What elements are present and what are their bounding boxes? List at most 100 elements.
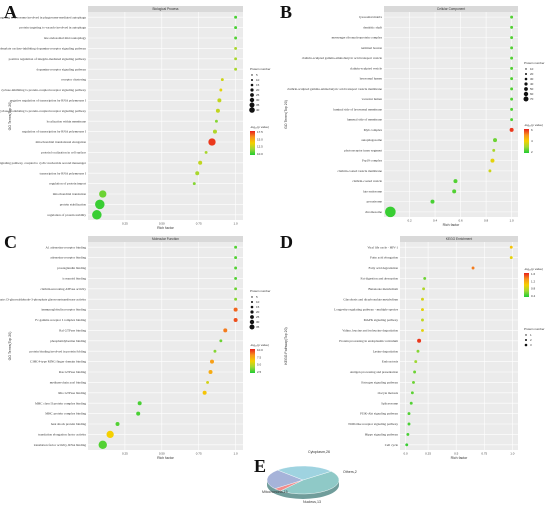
x-tick-label: 1.0 [234,222,239,226]
data-point [220,78,224,82]
category-label: clathrin-coated vesicle membrane [338,169,383,173]
x-tick-label: 0.50 [159,222,165,226]
size-legend-label: 60 [530,92,534,96]
data-point [219,339,223,343]
category-label: protein localization in cell surface [41,151,86,155]
panel-title: Cellular Component [437,7,465,11]
size-legend-dot [525,334,527,336]
data-point [510,77,514,81]
x-tick-label: 0.5 [454,452,459,456]
data-point [510,56,514,60]
color-legend-title: -log₁₀(p value) [524,267,543,271]
category-label: Endocytosis [382,360,399,364]
data-point [234,276,238,280]
category-label: regulation of protein stability [47,213,86,217]
size-legend-label: 25 [256,93,260,97]
size-legend-title: Protein number [250,67,271,71]
size-legend-dot [249,319,255,325]
panel-b: B Cellular Component 0.2 0.4 0.6 0.8 1.0 lysoso… [280,2,545,227]
data-point [410,391,414,395]
color-legend-label: 0.8 [531,287,536,291]
size-legend-dot [250,305,254,309]
color-legend-label: 7.5 [257,355,262,359]
size-legend-label: 35 [256,103,260,107]
pie-slice [266,469,304,489]
panel-e: E Cytoplasm,26 Others,2 Nucleus,13 Mitochond… [254,450,357,504]
category-label: Myb complex [364,128,383,132]
panel-letter: E [254,456,266,476]
category-label: Estrogen signaling pathway [361,381,398,385]
category-label: adenylate cyclase-inhibiting dopamine re… [0,47,86,51]
panel-title: Biological Process [152,7,178,11]
x-tick-label: 0.6 [458,219,463,223]
size-legend-title: Protein number [524,61,545,65]
data-point [223,328,228,333]
colorbar [524,129,529,153]
size-legend-dot [523,91,529,97]
category-label: localization within membrane [47,119,87,123]
y-axis-label: GO Terms(Top 20) [8,102,12,131]
y-axis-label: GO Terms(Top 20) [284,100,288,129]
data-point [509,127,514,132]
category-label: Antigen processing and presentation [350,370,398,374]
panel-letter: B [280,2,292,22]
panel-title-strip [88,6,243,12]
size-legend-dot [251,301,253,303]
data-point [421,328,424,332]
size-legend-dot [525,339,527,341]
data-point [416,349,420,353]
x-tick-label: 0.50 [159,452,165,456]
size-legend-dot [249,97,255,103]
data-point [421,297,424,301]
category-label: dendritic shaft [363,25,382,29]
x-tick-label: 0.4 [433,219,438,223]
size-legend-label: 30 [256,320,260,324]
pie-slice [277,465,332,481]
category-label: mitochondrial translational elongation [36,140,87,144]
category-label: protein stabilization [60,203,87,207]
category-label: lysosomal lumen [360,77,383,81]
category-label: heat shock protein binding [51,422,86,426]
data-point [493,138,498,143]
plot-area [384,12,518,217]
data-point [510,66,514,70]
category-label: Ras GTPase binding [59,370,86,374]
size-legend-label: 5 [256,295,258,299]
data-point [92,210,102,220]
y-axis-label: KEGG Pathway(Top 20) [284,327,288,364]
colorbar [524,273,529,297]
category-label: negative regulation of transcription by … [10,99,86,103]
size-legend-dot [523,96,529,102]
data-point [407,412,411,416]
x-tick-label: 0.75 [481,452,487,456]
data-point [208,138,216,146]
data-point [414,360,418,364]
category-label: Hippo signaling pathway [365,433,398,437]
color-legend-label: 2.5 [257,370,262,374]
data-point [413,370,417,374]
color-legend-label: 5.0 [257,363,262,367]
category-label: NOD-like receptor signaling pathway [348,422,398,426]
data-point [510,107,514,111]
plot-area [88,242,243,450]
x-tick-label: 0.75 [196,222,202,226]
category-label: Fatty acid degradation [369,266,399,270]
size-legend-label: 30 [256,98,260,102]
colorbar [250,131,255,155]
category-label: Lysine degradation [373,349,399,353]
x-tick-label: 0.25 [122,222,128,226]
size-legend-dot [524,77,528,81]
size-legend-label: 1 [530,333,532,337]
data-point [488,169,492,173]
category-label: lumenal side of membrane [347,118,383,122]
size-legend-dot [249,102,255,108]
data-point [234,266,238,270]
data-point [234,36,238,40]
category-label: Ral GTPase binding [59,329,86,333]
category-label: Prp19 complex [362,159,382,163]
category-label: receptor clustering [61,78,86,82]
pie-slice-label: Nucleus,13 [303,500,321,504]
category-label: immunoglobulin receptor binding [41,308,86,312]
category-label: adenylate cyclase-modulating G protein-c… [0,109,86,113]
y-axis-label: GO Terms(Top 20) [8,332,12,361]
